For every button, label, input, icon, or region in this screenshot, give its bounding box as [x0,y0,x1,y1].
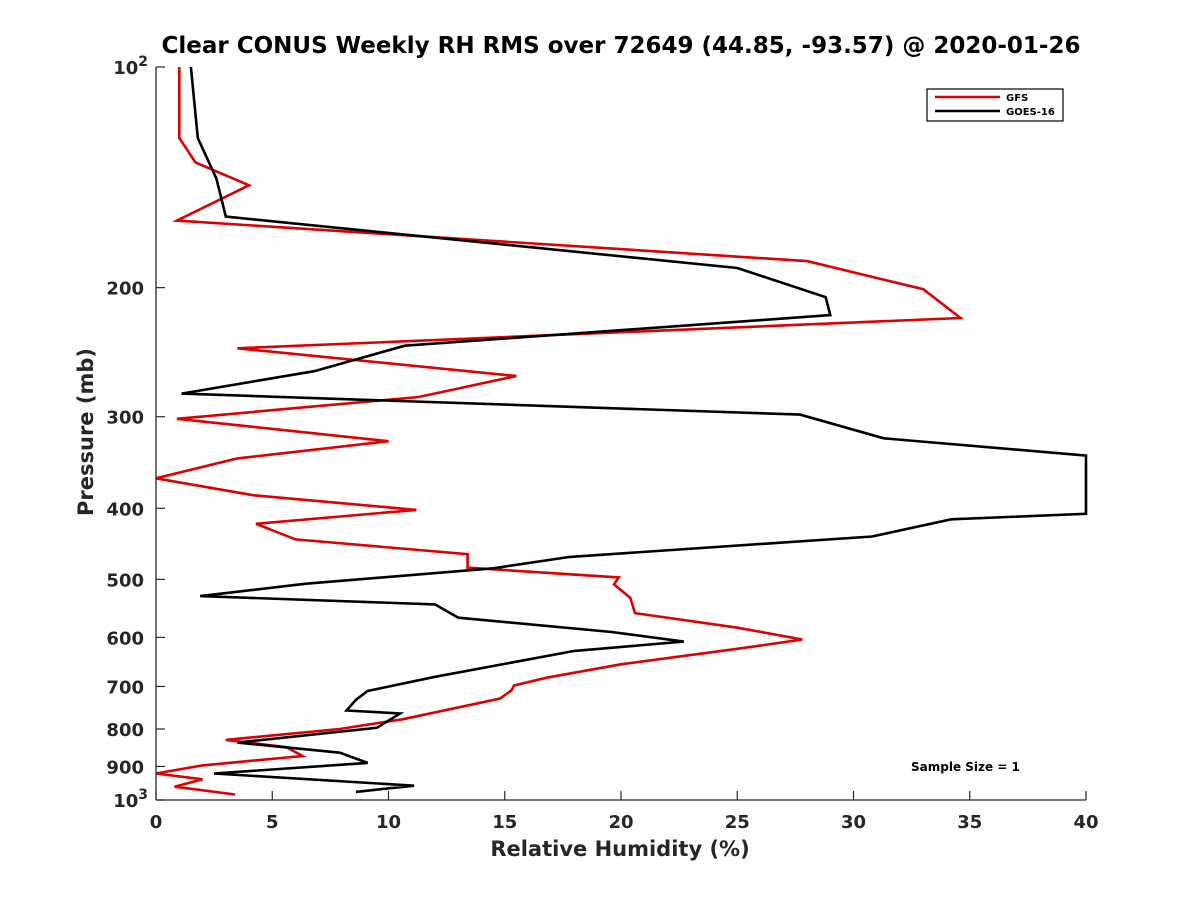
x-tick-label: 40 [1073,812,1098,833]
axes-group: 0 5 10 15 20 25 30 35 40 200 300 400 500 600 700 800 900… [106,54,1098,833]
x-tick-label: 5 [266,812,279,833]
legend-box [926,88,1064,122]
x-tick-label: 15 [492,812,517,833]
legend: GFS GOES-16 [926,88,1064,122]
y-tick-label: 600 [106,628,144,649]
legend-label-goes-16: GOES-16 [1006,107,1055,118]
plot-series-group [155,66,1088,796]
series-line-gfs [155,67,965,796]
x-tick-label: 20 [608,812,633,833]
y-tick-label: 900 [106,757,144,778]
y-tick-label: 300 [106,408,144,429]
y-tick-label: 700 [106,677,144,698]
y-tick-label: 500 [106,570,144,591]
x-axis-label: Relative Humidity (%) [490,837,749,861]
x-tick-label: 30 [841,812,866,833]
x-tick-label: 25 [725,812,750,833]
y-axis-label: Pressure (mb) [74,348,98,516]
x-tick-label: 0 [150,812,163,833]
y-tick-label: 800 [106,720,144,741]
y-tick-label: 400 [106,499,144,520]
sample-size-annotation: Sample Size = 1 [911,760,1020,774]
legend-label-gfs: GFS [1006,93,1028,104]
chart-title: Clear CONUS Weekly RH RMS over 72649 (44… [162,33,1081,59]
x-tick-label: 35 [957,812,982,833]
series-line-goes-16 [181,66,1088,794]
y-tick-label-power: 103 [113,787,148,812]
y-tick-label: 200 [106,279,144,300]
y-tick-label-power: 102 [113,54,148,79]
x-tick-label: 10 [376,812,401,833]
